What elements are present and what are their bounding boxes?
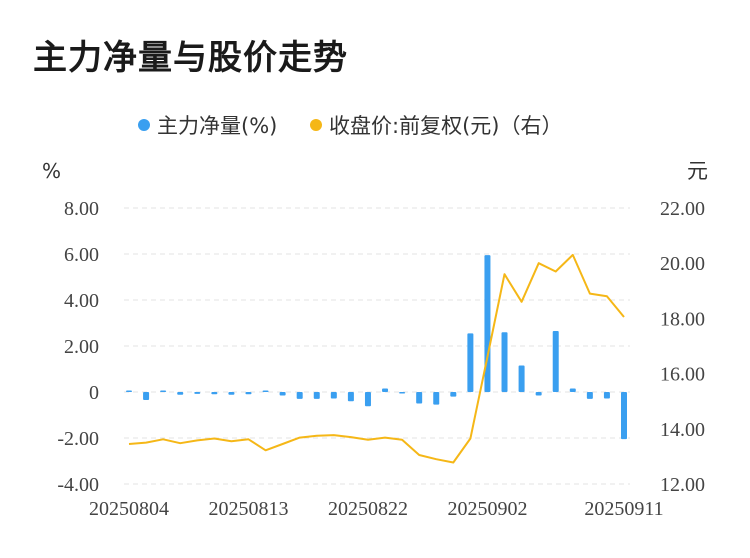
net-volume-bar bbox=[467, 333, 474, 392]
left-tick-label: -4.00 bbox=[57, 474, 99, 496]
net-volume-bar bbox=[228, 392, 235, 395]
x-tick-label: 20250813 bbox=[208, 498, 288, 520]
net-volume-bar bbox=[177, 392, 184, 395]
net-volume-bar bbox=[364, 392, 371, 407]
net-volume-bar bbox=[262, 390, 269, 392]
left-tick-label: 8.00 bbox=[64, 198, 99, 220]
right-tick-label: 12.00 bbox=[660, 474, 705, 496]
net-volume-bar bbox=[194, 392, 201, 394]
x-tick-label: 20250902 bbox=[447, 498, 527, 520]
right-tick-label: 16.00 bbox=[660, 364, 705, 386]
net-volume-bar bbox=[279, 392, 286, 396]
legend-label-price: 收盘价:前复权(元)（右） bbox=[329, 114, 562, 138]
right-tick-label: 14.00 bbox=[660, 419, 705, 441]
legend: 主力净量(%) 收盘价:前复权(元)（右） bbox=[138, 114, 562, 138]
net-volume-bar bbox=[450, 392, 457, 397]
left-tick-label: 2.00 bbox=[64, 336, 99, 358]
net-volume-bar bbox=[330, 392, 337, 399]
net-volume-bar bbox=[501, 332, 508, 392]
right-tick-label: 20.00 bbox=[660, 253, 705, 275]
legend-marker-price bbox=[310, 119, 322, 131]
x-tick-label: 20250804 bbox=[89, 498, 169, 520]
net-volume-bar bbox=[160, 390, 167, 392]
x-tick-label: 20250822 bbox=[328, 498, 408, 520]
net-volume-bar bbox=[569, 388, 576, 392]
right-tick-label: 22.00 bbox=[660, 198, 705, 220]
left-tick-label: 6.00 bbox=[64, 244, 99, 266]
left-tick-label: 4.00 bbox=[64, 290, 99, 312]
close-price-polyline bbox=[128, 253, 625, 464]
net-volume-bar bbox=[296, 392, 303, 399]
page-title: 主力净量与股价走势 bbox=[33, 38, 348, 78]
right-axis-ticks: 22.00 20.00 18.00 16.00 14.00 12.00 bbox=[660, 198, 705, 496]
net-volume-bar bbox=[484, 255, 491, 392]
net-volume-bar bbox=[211, 392, 218, 395]
net-volume-bar bbox=[552, 331, 559, 392]
net-volume-bar bbox=[586, 392, 593, 399]
net-volume-bar bbox=[126, 390, 132, 392]
net-volume-bars bbox=[126, 255, 627, 440]
left-tick-label: 0 bbox=[89, 382, 99, 404]
net-volume-bar bbox=[416, 392, 423, 404]
net-volume-bar bbox=[621, 392, 627, 440]
net-volume-bar bbox=[518, 365, 525, 392]
left-tick-label: -2.00 bbox=[57, 428, 99, 450]
x-tick-label: 20250911 bbox=[584, 498, 663, 520]
legend-marker-net bbox=[138, 119, 150, 131]
net-volume-bar bbox=[143, 392, 150, 401]
gridlines bbox=[124, 207, 630, 485]
net-volume-bar bbox=[535, 392, 542, 396]
close-price-line bbox=[128, 253, 625, 464]
right-axis-unit: 元 bbox=[687, 159, 708, 183]
net-volume-bar bbox=[245, 392, 252, 395]
net-volume-bar bbox=[433, 392, 440, 405]
net-volume-bar bbox=[603, 392, 610, 399]
legend-label-net: 主力净量(%) bbox=[157, 114, 277, 138]
net-volume-bar bbox=[399, 392, 406, 394]
left-axis-unit: % bbox=[42, 159, 61, 183]
net-volume-bar bbox=[313, 392, 320, 399]
right-tick-label: 18.00 bbox=[660, 308, 705, 330]
x-axis-ticks: 20250804 20250813 20250822 20250902 20250911 bbox=[89, 498, 664, 520]
left-axis-ticks: 8.00 6.00 4.00 2.00 0 -2.00 -4.00 bbox=[57, 198, 99, 496]
net-volume-bar bbox=[347, 392, 354, 402]
net-volume-bar bbox=[382, 388, 389, 392]
